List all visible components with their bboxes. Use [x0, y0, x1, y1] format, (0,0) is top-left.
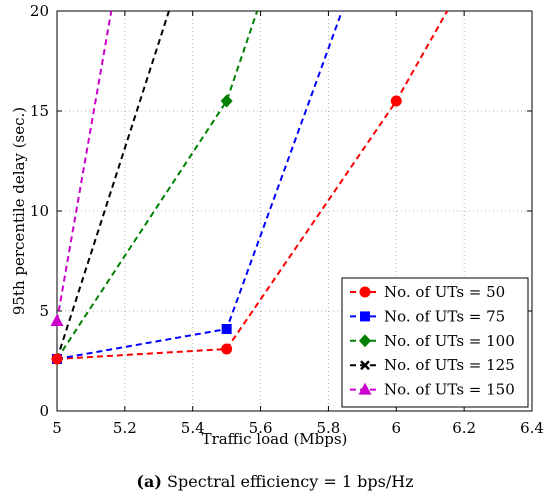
legend-label-0: No. of UTs = 50 — [384, 283, 505, 301]
legend-box — [341, 277, 529, 408]
series-line-2 — [57, 11, 259, 360]
legend-marker-1 — [360, 311, 370, 322]
series-marker-1 — [221, 324, 232, 334]
legend-marker-2 — [359, 334, 371, 348]
x-tick-label: 6.2 — [452, 419, 476, 437]
legend-marker-3 — [360, 360, 370, 371]
legend-label-4: No. of UTs = 150 — [384, 381, 515, 399]
y-axis-label: 95th percentile delay (sec.) — [10, 107, 28, 315]
y-tick-label: 20 — [30, 2, 49, 20]
x-tick-label: 5.4 — [181, 419, 205, 437]
series-marker-0 — [51, 353, 63, 365]
series-marker-0 — [221, 343, 233, 355]
series-marker-2 — [220, 94, 233, 108]
grid-lines — [57, 11, 532, 411]
y-tick-label: 10 — [30, 202, 49, 220]
series-marker-0 — [390, 95, 402, 107]
caption-text: Spectral efficiency = 1 bps/Hz — [167, 472, 414, 491]
series-line-3 — [57, 11, 170, 360]
x-tick-label: 5.2 — [113, 419, 137, 437]
x-tick-label: 5.8 — [316, 419, 340, 437]
series-markers — [50, 94, 402, 366]
x-tick-label: 6 — [392, 419, 402, 437]
series-line-1 — [57, 11, 343, 360]
x-axis-label: Traffic load (Mbps) — [202, 430, 348, 448]
x-tick-label: 6.4 — [520, 419, 544, 437]
x-tick-label: 5 — [52, 419, 62, 437]
legend-marker-0 — [359, 286, 371, 298]
series-marker-4 — [50, 314, 64, 326]
y-tick-label: 15 — [30, 102, 49, 120]
series-line-0 — [57, 11, 449, 360]
series-line-4 — [57, 11, 113, 322]
y-tick-label: 0 — [39, 402, 49, 420]
legend-marker-4 — [358, 382, 372, 395]
legend-label-3: No. of UTs = 125 — [384, 356, 515, 374]
caption-label: (a) — [136, 472, 162, 491]
legend: No. of UTs = 50 No. of UTs = 75 No. of UTs… — [341, 277, 529, 408]
legend-label-1: No. of UTs = 75 — [384, 307, 505, 325]
y-tick-label: 5 — [39, 302, 49, 320]
figure-caption: (a) Spectral efficiency = 1 bps/Hz — [0, 472, 550, 491]
legend-label-2: No. of UTs = 100 — [384, 332, 515, 350]
x-tick-label: 5.6 — [249, 419, 273, 437]
